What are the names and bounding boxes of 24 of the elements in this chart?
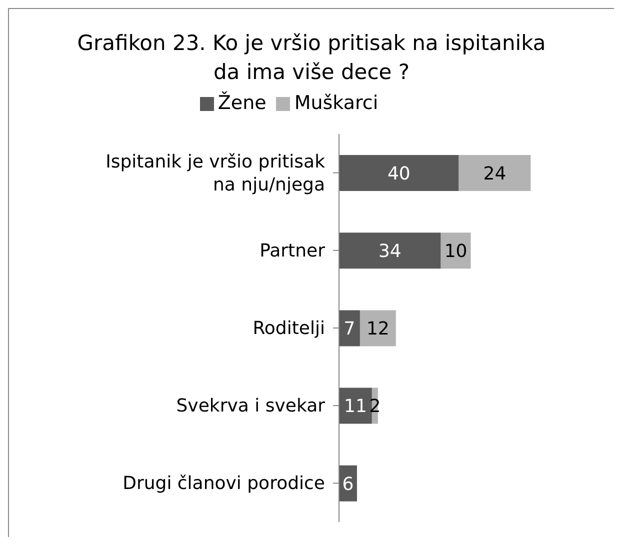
bar <box>339 310 360 346</box>
chart-title: Grafikon 23. Ko je vršio pritisak na ispitanika da ima više dece ? <box>76 30 547 86</box>
legend-label: Muškarci <box>294 92 378 114</box>
bar <box>440 232 471 269</box>
data-label: 7 <box>344 318 356 340</box>
y-tick-label: Roditelji <box>252 318 325 338</box>
data-label: 6 <box>342 474 354 495</box>
data-label: 2 <box>369 396 381 418</box>
bar <box>339 155 459 191</box>
data-label: 40 <box>387 163 410 184</box>
bar <box>360 310 396 346</box>
bar <box>339 388 372 424</box>
data-label: 10 <box>444 240 468 262</box>
data-label: 24 <box>483 163 506 184</box>
y-tick-label: Partner <box>260 240 326 261</box>
y-tick-label: Ispitanik je vršio pritisak na nju/njega <box>106 150 326 195</box>
bar <box>339 232 441 269</box>
legend-label: Žene <box>218 92 266 114</box>
data-label: 11 <box>344 396 367 418</box>
y-tick-label: Svekrva i svekar <box>176 395 326 416</box>
y-tick-label: Drugi članovi porodice <box>122 472 325 494</box>
data-label: 34 <box>378 240 402 262</box>
data-label: 12 <box>366 318 390 340</box>
bar <box>458 155 531 191</box>
